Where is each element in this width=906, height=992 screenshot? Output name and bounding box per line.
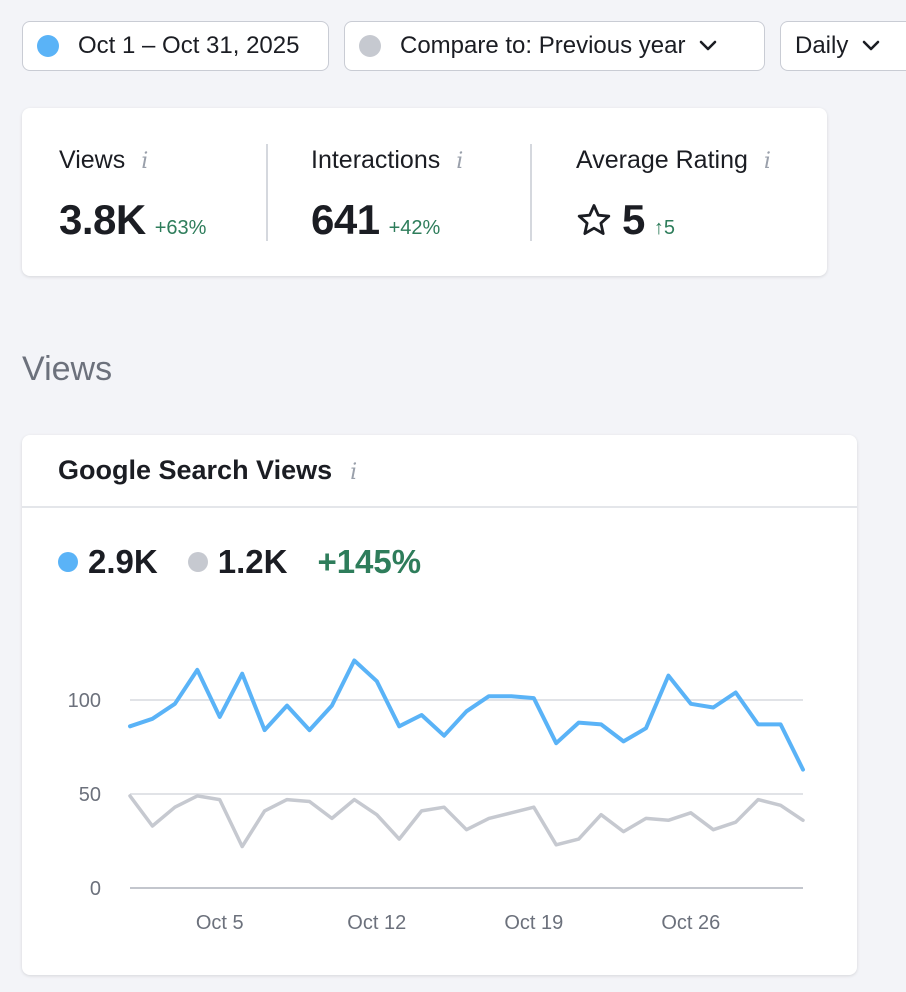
totals-row: 2.9K 1.2K +145% [58,543,421,581]
summary-card: Views i 3.8K +63% Interactions i 641 +42% … [22,108,827,276]
views-metric-value: 3.8K [59,196,146,243]
divider [266,144,268,241]
y-tick-label: 50 [79,784,101,806]
compare-dropdown[interactable]: Compare to: Previous year [344,21,765,71]
current-period-dot [37,35,59,57]
rating-metric-label-row: Average Rating i [576,146,771,175]
section-title: Views [22,350,113,388]
views-value-row: 3.8K +63% [59,196,206,244]
x-tick-label: Oct 12 [347,912,406,934]
interactions-metric-label: Interactions [311,146,441,174]
card-header: Google Search Views i [22,435,857,508]
previous-total: 1.2K [217,543,288,580]
change-percent: +145% [317,543,422,580]
views-metric-label: Views [59,146,126,174]
current-series-line[interactable] [128,658,805,772]
x-tick-label: Oct 19 [504,912,563,934]
interactions-metric-value: 641 [311,196,380,243]
info-icon[interactable]: i [141,149,149,174]
granularity-label: Daily [795,32,849,59]
previous-series-dot [187,552,208,572]
granularity-dropdown[interactable]: Daily [780,21,906,71]
compare-label: Compare to: Previous year [400,32,686,59]
chevron-down-icon [699,40,717,52]
compare-period-dot [359,35,381,57]
x-tick-label: Oct 26 [661,912,720,934]
info-icon[interactable]: i [456,149,464,174]
star-outline-icon [576,202,612,238]
card-title: Google Search Views [58,455,333,485]
interactions-metric-label-row: Interactions i [311,146,463,175]
chevron-down-icon [862,40,880,52]
rating-metric-label: Average Rating [576,146,748,174]
views-line-chart[interactable]: 0 50 100 Oct 5 Oct 12 Oct 19 Oct 26 [22,435,857,975]
views-metric-label-row: Views i [59,146,148,175]
current-total: 2.9K [88,543,158,580]
interactions-metric-delta: +42% [388,217,441,239]
rating-value-row: 5 ↑5 [576,196,675,244]
current-series-dot [58,552,78,572]
date-range-picker[interactable]: Oct 1 – Oct 31, 2025 [22,21,329,71]
interactions-value-row: 641 +42% [311,196,440,244]
info-icon[interactable]: i [350,460,358,485]
rating-metric-delta: ↑5 [653,217,675,239]
divider [530,144,532,241]
info-icon[interactable]: i [763,149,771,174]
views-metric-delta: +63% [154,217,207,239]
date-range-label: Oct 1 – Oct 31, 2025 [78,32,300,59]
rating-metric-value: 5 [622,196,645,243]
y-tick-label: 100 [68,690,101,712]
x-tick-label: Oct 5 [196,912,244,934]
views-chart-card: Google Search Views i 2.9K 1.2K +145% 0 50… [22,435,857,975]
card-title-row: Google Search Views i [58,455,357,486]
y-tick-label: 0 [90,878,101,900]
previous-series-line[interactable] [128,794,805,849]
